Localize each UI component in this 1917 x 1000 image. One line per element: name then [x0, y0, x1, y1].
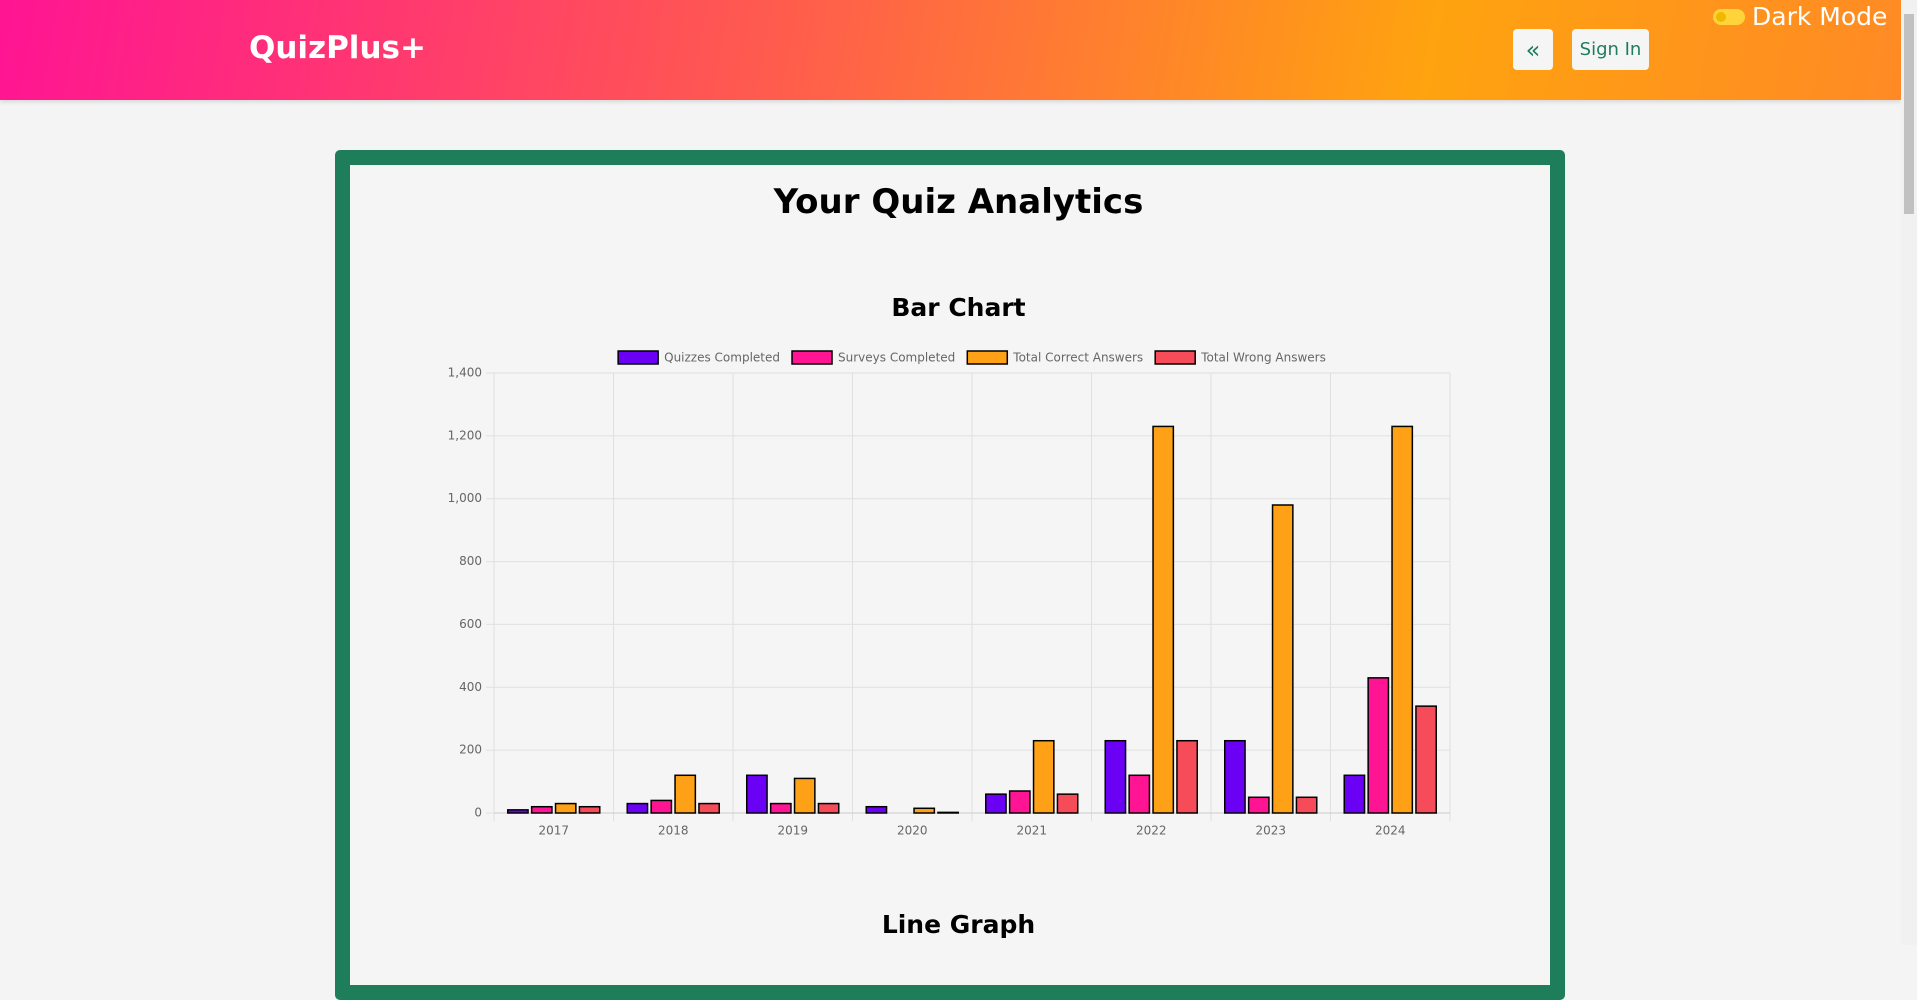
dark-mode-toggle[interactable]: [1713, 9, 1745, 25]
bar: [506, 809, 529, 814]
y-tick-label: 0: [474, 806, 482, 820]
x-tick-label: 2019: [777, 824, 808, 838]
bar: [1223, 739, 1246, 814]
bar: [793, 777, 816, 814]
section-heading: Line Graph: [881, 910, 1036, 939]
bar: [1247, 796, 1270, 814]
bar: [745, 774, 768, 814]
page-title: Your Quiz Analytics: [773, 182, 1144, 222]
bar: [626, 802, 649, 814]
header: QuizPlus+ « Sign In Dark Mode: [0, 0, 1901, 100]
x-tick-label: 2024: [1375, 824, 1406, 838]
legend-swatch: [1154, 350, 1196, 365]
sign-in-button[interactable]: Sign In: [1572, 29, 1649, 70]
legend-swatch: [966, 350, 1009, 365]
bar: [1176, 739, 1199, 814]
bar: [769, 802, 792, 814]
bar: [578, 805, 601, 814]
y-tick-label: 400: [459, 680, 482, 694]
x-tick-label: 2020: [897, 824, 928, 838]
legend-label: Quizzes Completed: [664, 351, 780, 365]
analytics-card: [335, 150, 1565, 1000]
y-tick-label: 1,200: [448, 428, 482, 442]
scrollbar-thumb[interactable]: [1904, 14, 1914, 214]
legend-label: Total Correct Answers: [1012, 351, 1143, 365]
bar: [817, 802, 840, 814]
bar: [650, 799, 673, 814]
bar: [1271, 504, 1294, 814]
brand[interactable]: QuizPlus+: [249, 30, 426, 66]
bar: [937, 811, 960, 814]
bar: [530, 805, 553, 814]
scrollbar[interactable]: [1901, 0, 1917, 945]
legend-swatch: [791, 350, 833, 365]
back-button[interactable]: «: [1513, 29, 1553, 70]
chart-title: Bar Chart: [891, 293, 1026, 322]
bar: [554, 802, 577, 814]
bar: [984, 793, 1007, 814]
legend-label: Total Wrong Answers: [1200, 351, 1326, 365]
dark-mode-label[interactable]: Dark Mode: [1752, 2, 1888, 31]
y-tick-label: 800: [459, 554, 482, 568]
x-tick-label: 2022: [1136, 824, 1167, 838]
legend-label: Surveys Completed: [838, 351, 955, 365]
x-tick-label: 2021: [1016, 824, 1047, 838]
bar: [1295, 796, 1318, 814]
x-tick-label: 2018: [658, 824, 689, 838]
bar: [698, 802, 721, 814]
legend-swatch: [617, 350, 659, 365]
y-tick-label: 1,400: [448, 366, 482, 380]
bar: [1343, 774, 1366, 814]
y-tick-label: 200: [459, 743, 482, 757]
bar: [913, 807, 936, 814]
x-tick-label: 2017: [538, 824, 569, 838]
y-tick-label: 600: [459, 617, 482, 631]
bar: [1056, 793, 1079, 814]
y-tick-label: 1,000: [448, 491, 482, 505]
x-tick-label: 2023: [1255, 824, 1286, 838]
bar: [1415, 705, 1438, 814]
bar: [865, 805, 888, 814]
bar: [1032, 739, 1055, 814]
bar: [1367, 677, 1390, 814]
bar: [1391, 425, 1414, 814]
bar: [1104, 739, 1127, 814]
bar: [1008, 790, 1031, 814]
bar: [1152, 425, 1175, 814]
bar: [1128, 774, 1151, 814]
bar: [674, 774, 697, 814]
chart: 0 200 400 600 800 1,000 1,200 1,400 2017 2018 2019…: [448, 350, 1451, 838]
